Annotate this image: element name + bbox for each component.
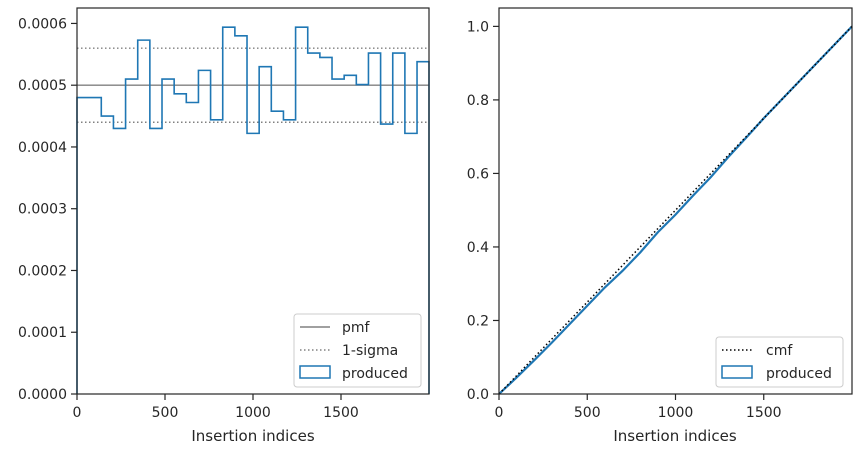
left-x-tick-label: 1500 <box>323 405 359 421</box>
left-legend: pmf 1-sigma produced <box>293 313 422 388</box>
legend-pmf-label: pmf <box>342 320 371 336</box>
left-legend-box <box>293 313 422 388</box>
left-y-tick-label: 0.0001 <box>18 325 67 341</box>
legend-produced-swatch-right <box>721 365 753 379</box>
right-y-tick-label: 0.0 <box>467 387 489 403</box>
left-plot-data <box>76 26 430 394</box>
left-y-tick-label: 0.0000 <box>18 387 67 403</box>
produced-histogram <box>76 26 430 394</box>
right-legend-box <box>715 336 844 388</box>
right-y-tick-label: 1.0 <box>467 19 489 35</box>
right-ticks: 0 500 1000 1500 0.0 0.2 0.4 0.6 0.8 1.0 <box>467 19 782 421</box>
right-x-tick-label: 500 <box>574 405 601 421</box>
right-y-tick-label: 0.2 <box>467 313 489 329</box>
left-ticks: 0 500 1000 1500 0.0000 0.0001 0.0002 0.0003 0.00… <box>18 16 359 421</box>
right-legend: cmf produced <box>715 336 844 388</box>
left-y-tick-label: 0.0004 <box>18 140 67 156</box>
legend-cmf-label: cmf <box>766 343 793 359</box>
right-x-tick-label: 0 <box>495 405 504 421</box>
left-y-tick-label: 0.0003 <box>18 202 67 218</box>
right-x-tick-label: 1000 <box>658 405 694 421</box>
left-x-axis-label: Insertion indices <box>191 427 314 445</box>
cmf-line <box>498 25 853 395</box>
left-x-tick-label: 500 <box>152 405 179 421</box>
left-y-tick-label: 0.0005 <box>18 78 67 94</box>
left-panel: 0 500 1000 1500 0.0000 0.0001 0.0002 0.0003 0.00… <box>18 7 430 445</box>
right-plot-data <box>498 25 853 395</box>
legend-sigma-label: 1-sigma <box>342 343 398 359</box>
legend-produced-label: produced <box>342 366 408 382</box>
legend-produced-label-right: produced <box>766 366 832 382</box>
right-axes-frame <box>498 7 853 395</box>
left-x-tick-label: 1000 <box>235 405 271 421</box>
left-y-tick-label: 0.0006 <box>18 16 67 32</box>
right-y-tick-label: 0.8 <box>467 93 489 109</box>
right-x-axis-label: Insertion indices <box>613 427 736 445</box>
right-y-tick-label: 0.6 <box>467 166 489 182</box>
left-axes-frame <box>76 7 430 395</box>
left-x-tick-label: 0 <box>73 405 82 421</box>
right-x-tick-label: 1500 <box>746 405 782 421</box>
legend-produced-swatch <box>299 365 331 379</box>
right-panel: 0 500 1000 1500 0.0 0.2 0.4 0.6 0.8 1.0 Insertion… <box>467 7 853 445</box>
left-y-tick-label: 0.0002 <box>18 263 67 279</box>
right-y-tick-label: 0.4 <box>467 240 489 256</box>
